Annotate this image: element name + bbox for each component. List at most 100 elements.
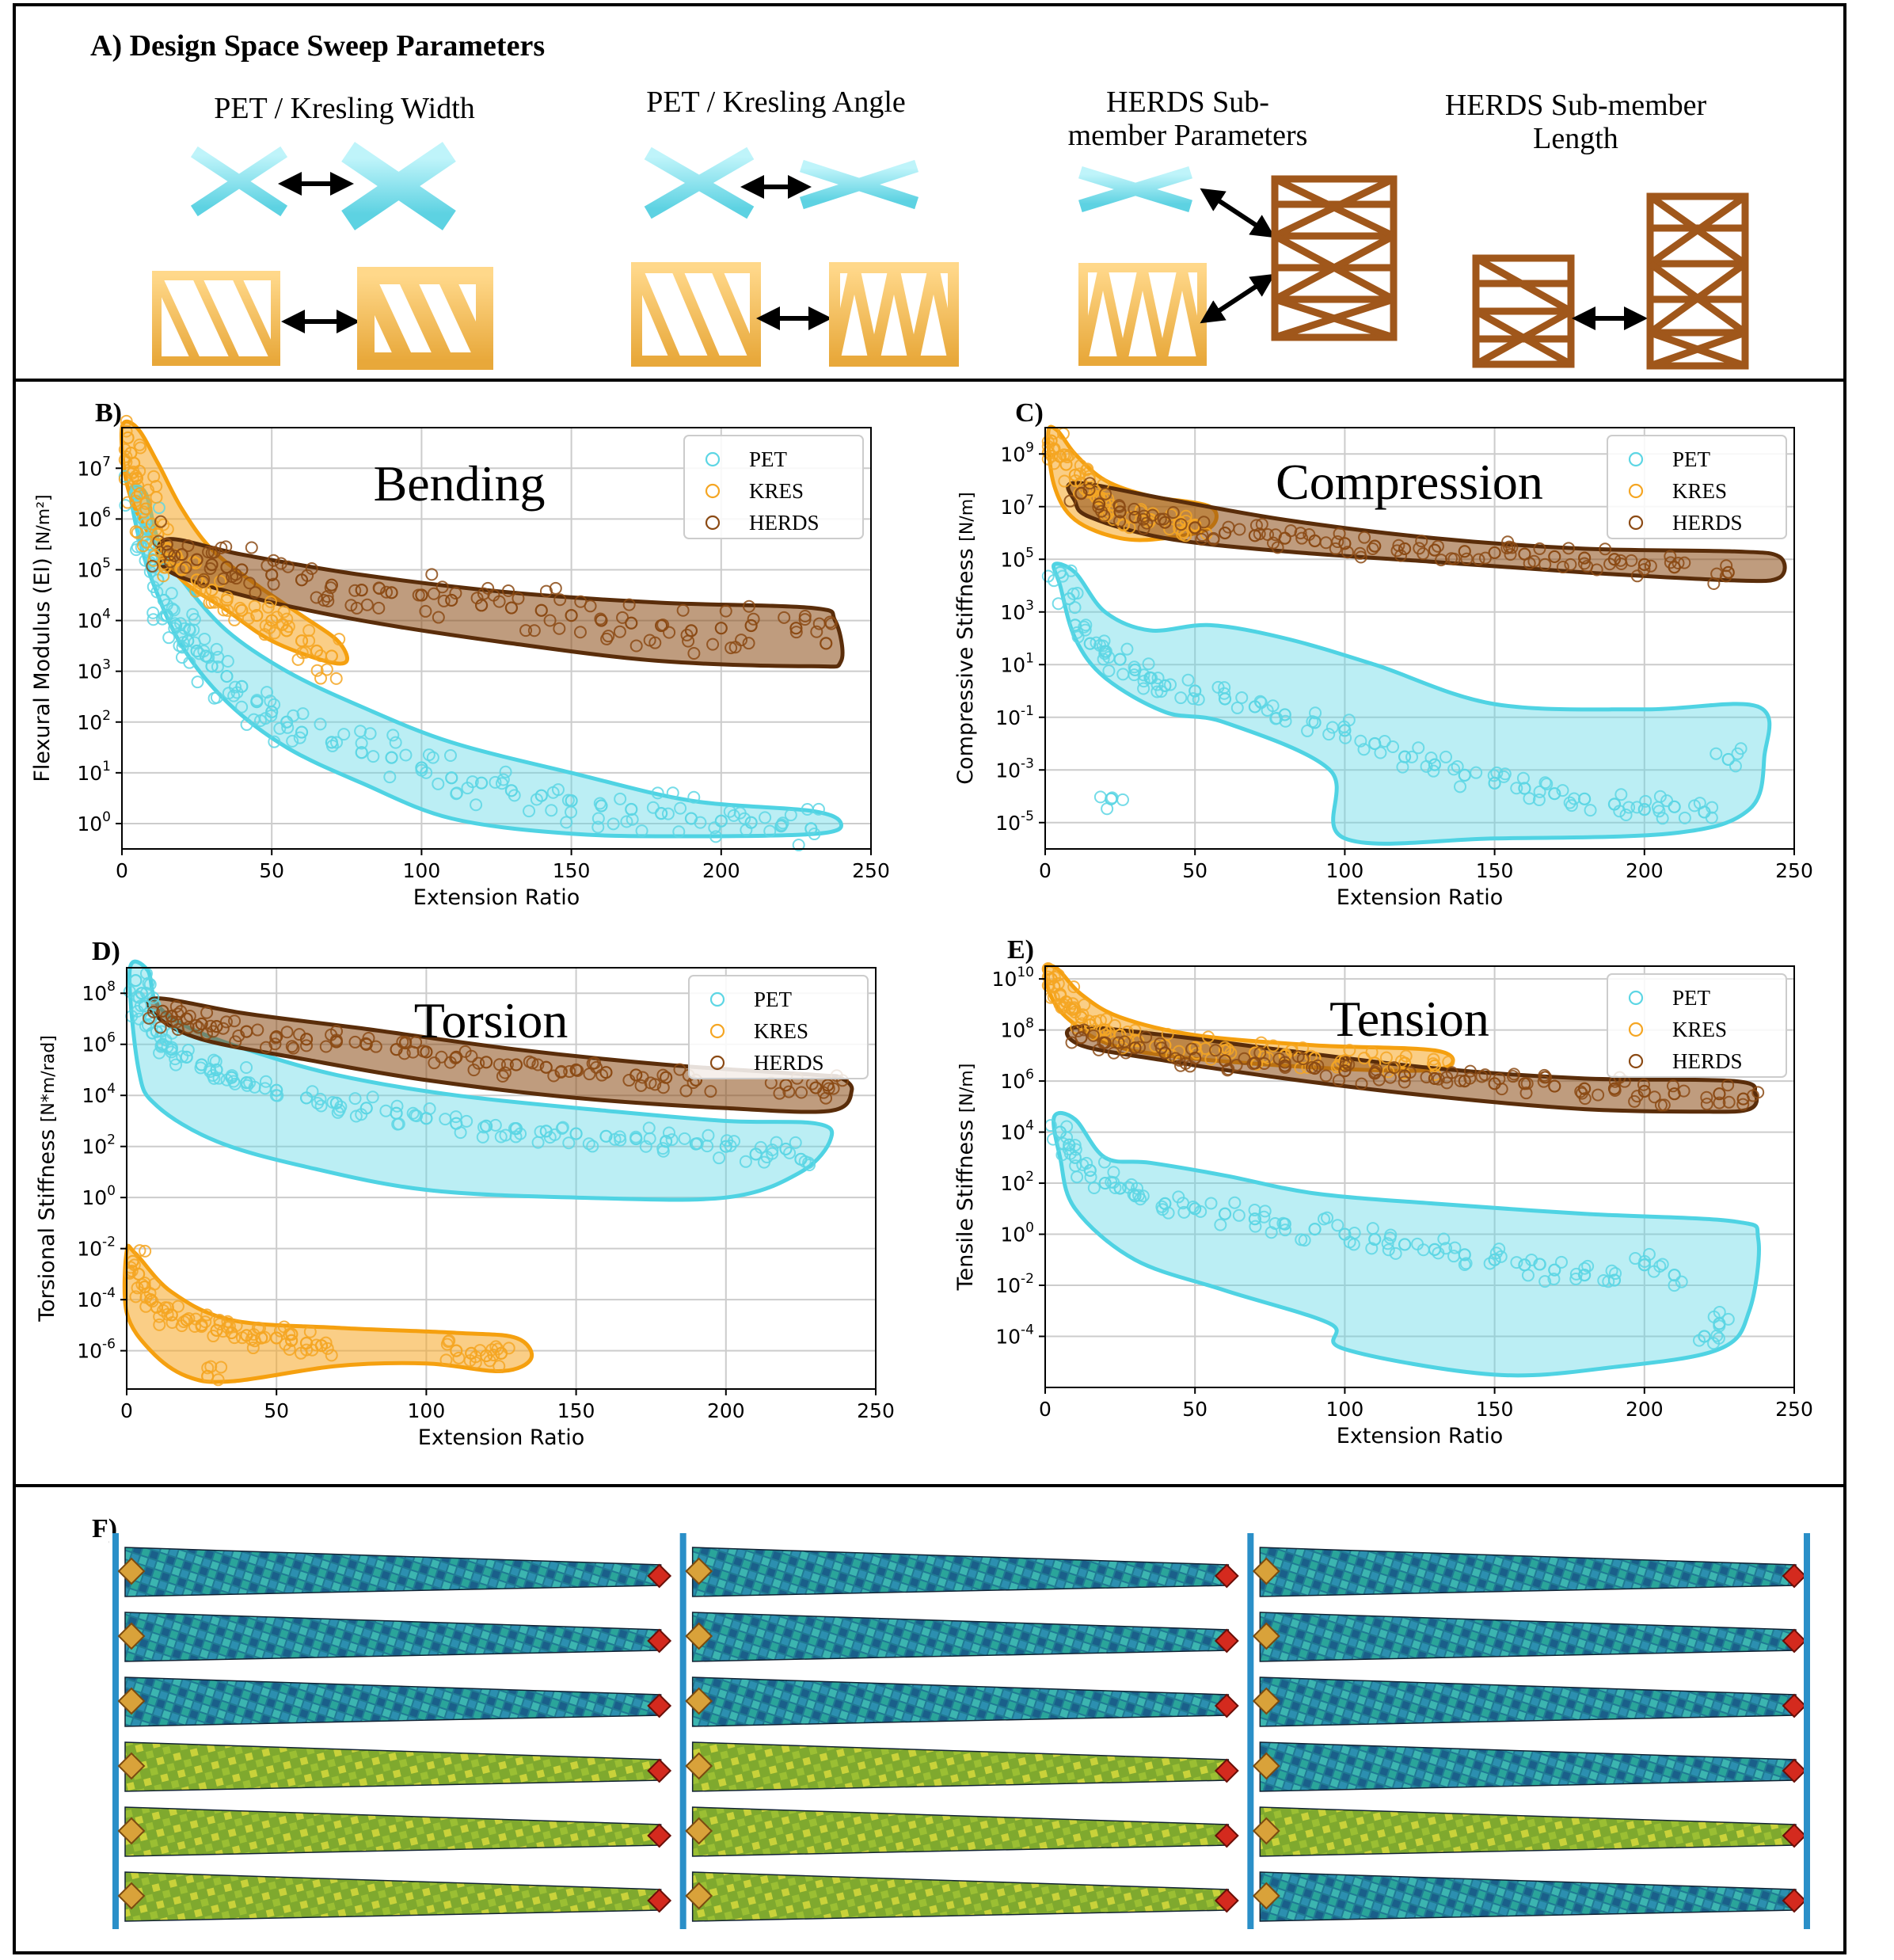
point-herds bbox=[380, 585, 394, 599]
point-pet bbox=[556, 1121, 569, 1134]
point-herds bbox=[445, 593, 458, 607]
point-kres bbox=[235, 603, 249, 617]
panel-letter: D) bbox=[92, 937, 120, 966]
point-herds bbox=[1713, 1096, 1726, 1109]
point-herds bbox=[1707, 577, 1721, 590]
point-pet bbox=[766, 1144, 779, 1157]
point-pet bbox=[1678, 811, 1691, 824]
point-pet bbox=[165, 587, 178, 600]
point-herds bbox=[1488, 546, 1501, 560]
point-pet bbox=[379, 1104, 393, 1117]
legend-box bbox=[688, 975, 869, 1079]
point-kres bbox=[205, 596, 219, 609]
point-pet bbox=[399, 748, 413, 762]
point-pet bbox=[758, 1155, 771, 1169]
legend-marker-herds bbox=[705, 515, 721, 531]
point-pet bbox=[1150, 685, 1164, 698]
y-tick-exponent: 2 bbox=[102, 708, 111, 724]
point-pet bbox=[1710, 1329, 1724, 1342]
legend-label-pet: PET bbox=[1672, 986, 1711, 1010]
point-pet bbox=[687, 790, 701, 804]
point-herds bbox=[1296, 1052, 1310, 1066]
y-tick-exponent: 10 bbox=[1017, 965, 1034, 980]
point-pet bbox=[1565, 799, 1578, 813]
point-pet bbox=[608, 1132, 622, 1146]
hull-kres bbox=[122, 1243, 534, 1384]
point-herds bbox=[474, 599, 489, 612]
point-herds bbox=[539, 584, 553, 598]
fea-joint-right bbox=[1214, 1628, 1239, 1654]
point-pet bbox=[168, 617, 181, 630]
point-kres bbox=[442, 1335, 455, 1349]
point-pet bbox=[1597, 1274, 1611, 1288]
point-herds bbox=[197, 573, 211, 586]
point-herds bbox=[1630, 569, 1644, 583]
kresling-thick-x bbox=[341, 142, 456, 230]
point-kres bbox=[325, 1349, 338, 1362]
point-herds bbox=[1447, 552, 1461, 565]
x-axis-label: Extension Ratio bbox=[413, 885, 580, 910]
x-tick-label: 250 bbox=[1775, 1398, 1813, 1421]
point-herds bbox=[1174, 1059, 1188, 1072]
fea-joint-left bbox=[685, 1557, 713, 1585]
point-pet bbox=[280, 715, 294, 729]
y-tick-label: 10-4 bbox=[77, 1285, 116, 1311]
point-pet bbox=[569, 1127, 583, 1140]
point-pet bbox=[450, 786, 463, 800]
point-kres bbox=[140, 535, 154, 549]
point-herds bbox=[534, 603, 548, 617]
point-herds bbox=[175, 548, 188, 561]
point-pet bbox=[1137, 682, 1150, 695]
point-herds bbox=[1478, 1068, 1492, 1082]
point-pet bbox=[131, 990, 144, 1003]
point-herds bbox=[1508, 1068, 1521, 1081]
point-kres bbox=[1428, 1059, 1442, 1072]
y-tick-label: 10-4 bbox=[995, 1323, 1034, 1349]
point-pet bbox=[607, 817, 620, 831]
point-herds bbox=[1578, 551, 1592, 565]
point-pet bbox=[651, 786, 664, 800]
point-herds bbox=[1319, 1069, 1333, 1083]
point-pet bbox=[1609, 1267, 1622, 1281]
point-pet bbox=[1668, 800, 1681, 813]
point-pet bbox=[296, 707, 310, 721]
point-pet bbox=[188, 636, 201, 649]
point-herds bbox=[1383, 1071, 1397, 1084]
legend-label-kres: KRES bbox=[1672, 1018, 1727, 1041]
point-pet bbox=[1318, 1212, 1331, 1226]
point-pet bbox=[560, 816, 573, 829]
point-pet bbox=[1137, 675, 1150, 688]
point-herds bbox=[735, 634, 748, 647]
point-herds bbox=[1112, 500, 1126, 513]
point-pet bbox=[1396, 760, 1409, 774]
point-pet bbox=[1298, 1234, 1311, 1247]
point-pet bbox=[1113, 1182, 1127, 1195]
point-herds bbox=[1331, 535, 1344, 549]
point-herds bbox=[527, 624, 541, 637]
point-pet bbox=[1447, 1250, 1461, 1263]
point-herds bbox=[200, 1006, 214, 1019]
point-pet bbox=[770, 1136, 783, 1149]
point-pet bbox=[210, 642, 223, 656]
point-pet bbox=[392, 1117, 405, 1131]
point-herds bbox=[1721, 1079, 1735, 1092]
y-tick-label: 107 bbox=[77, 454, 111, 480]
point-kres bbox=[295, 634, 309, 648]
point-herds bbox=[512, 592, 525, 605]
point-pet bbox=[173, 639, 186, 653]
fea-joint-left bbox=[117, 1557, 146, 1585]
point-pet bbox=[1339, 731, 1352, 744]
point-kres bbox=[1379, 1051, 1393, 1064]
point-kres bbox=[485, 1343, 499, 1357]
point-pet bbox=[1113, 653, 1127, 666]
point-herds bbox=[1599, 542, 1612, 556]
chart-title: Tension bbox=[1329, 991, 1489, 1047]
point-pet bbox=[1533, 785, 1546, 798]
point-kres bbox=[280, 612, 294, 626]
y-tick-label: 103 bbox=[1000, 598, 1034, 624]
point-herds bbox=[229, 1035, 242, 1049]
point-herds bbox=[616, 611, 629, 624]
point-pet bbox=[241, 1079, 254, 1092]
fea-joint-right bbox=[1214, 1888, 1239, 1913]
x-tick-label: 0 bbox=[1039, 859, 1052, 882]
